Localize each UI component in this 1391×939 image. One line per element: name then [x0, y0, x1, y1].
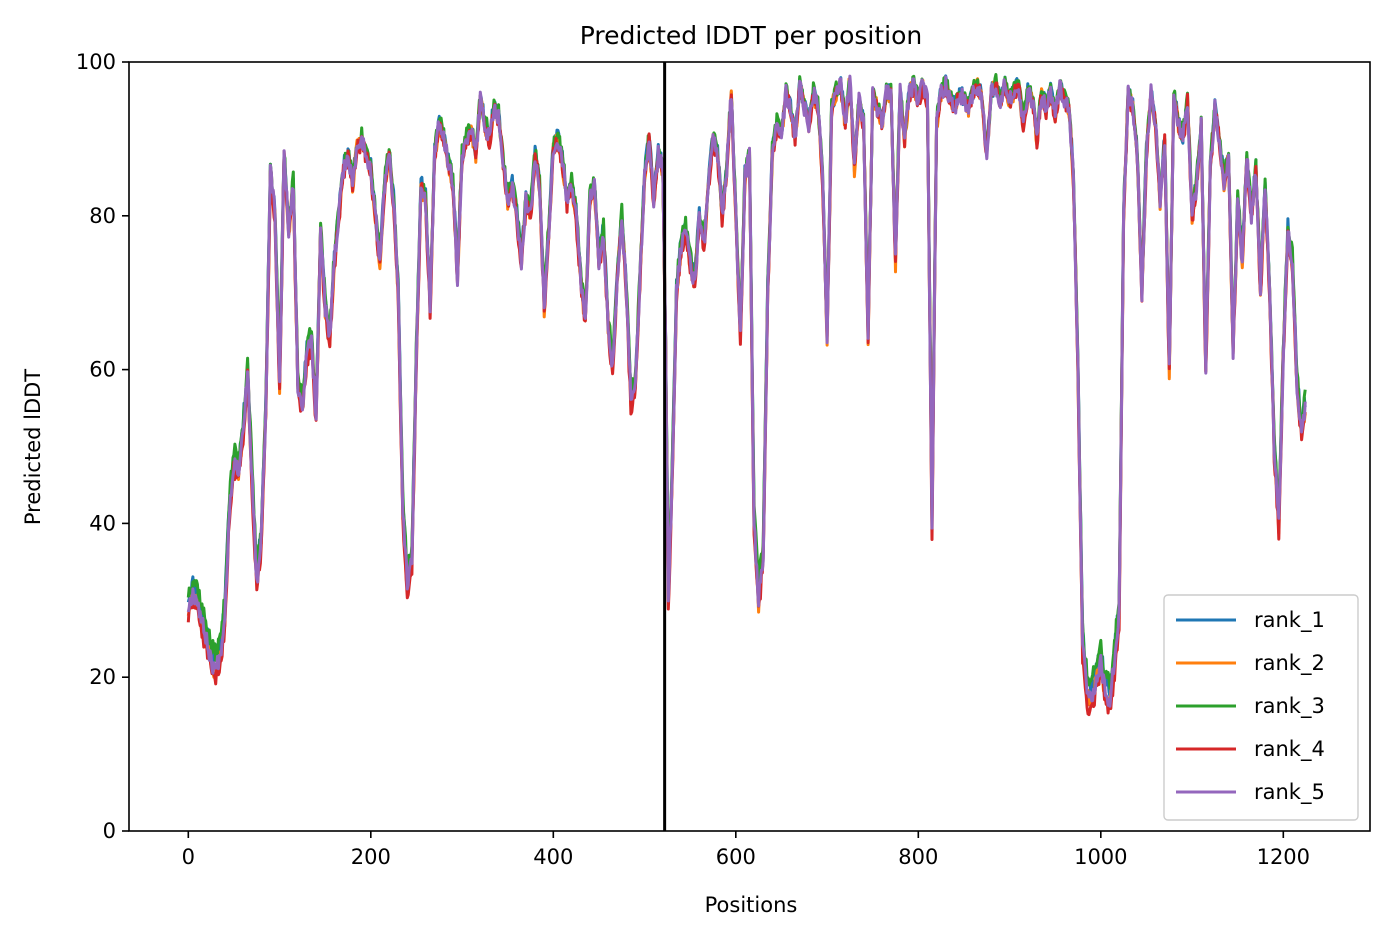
x-tick-label: 1200	[1257, 845, 1310, 869]
y-tick-label: 100	[76, 50, 116, 74]
x-axis-label: Positions	[705, 893, 798, 917]
legend: rank_1 rank_2 rank_3 rank_4 rank_5	[1163, 594, 1359, 821]
legend-label-rank_1: rank_1	[1254, 608, 1325, 633]
legend-label-rank_2: rank_2	[1254, 651, 1325, 676]
series-lines	[186, 73, 1307, 717]
chart-title: Predicted lDDT per position	[580, 21, 922, 50]
y-tick-label: 60	[89, 358, 116, 382]
y-tick-label: 20	[89, 665, 116, 689]
axes-frame	[128, 61, 1371, 832]
x-tick-label: 0	[182, 845, 195, 869]
x-axis: 0 200 400 600 800 1000 1200	[182, 831, 1310, 869]
x-tick-label: 400	[533, 845, 573, 869]
y-axis-label: Predicted lDDT	[21, 369, 45, 525]
legend-label-rank_3: rank_3	[1254, 694, 1325, 719]
legend-label-rank_4: rank_4	[1254, 737, 1325, 762]
y-tick-label: 80	[89, 204, 116, 228]
x-tick-label: 600	[716, 845, 756, 869]
y-axis: 0 20 40 60 80 100	[76, 50, 129, 843]
y-tick-label: 0	[103, 819, 116, 843]
series-line-rank_5	[186, 74, 1307, 708]
x-tick-label: 200	[351, 845, 391, 869]
legend-label-rank_5: rank_5	[1254, 780, 1325, 805]
x-tick-label: 1000	[1074, 845, 1127, 869]
x-tick-label: 800	[898, 845, 938, 869]
y-tick-label: 40	[89, 511, 116, 535]
legend-box	[1163, 594, 1359, 821]
